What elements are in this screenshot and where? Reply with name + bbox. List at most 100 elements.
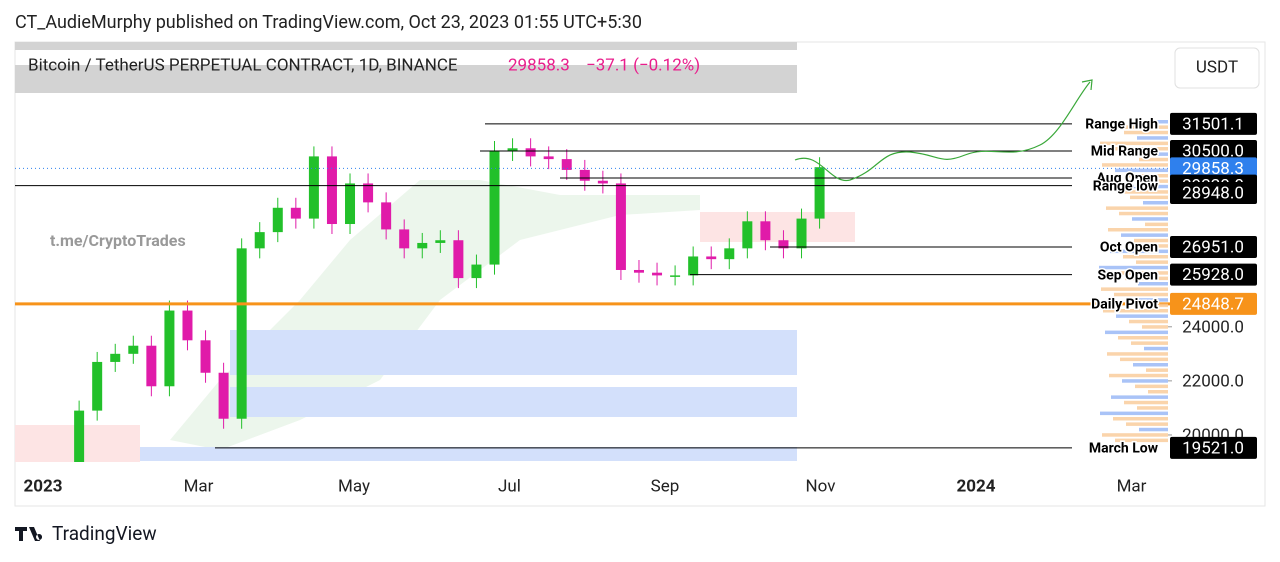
cloud <box>170 180 700 450</box>
volume-profile <box>1129 319 1168 324</box>
candle <box>724 248 735 260</box>
volume-profile <box>1111 395 1168 399</box>
level-label: Range low <box>1093 178 1159 194</box>
logo <box>15 527 43 541</box>
volume-profile <box>1114 292 1168 297</box>
volume-profile <box>1102 163 1168 167</box>
time-axis: 2023 Mar May Jul Sep Nov 2024 Mar <box>23 476 1146 496</box>
volume-profile <box>1103 309 1168 313</box>
candle <box>399 229 410 249</box>
candle <box>92 361 103 411</box>
price-badge <box>1170 139 1257 162</box>
volume-profile <box>1139 427 1168 432</box>
currency[interactable]: USDT <box>1196 57 1238 77</box>
candle <box>236 248 247 419</box>
level-label: Range High <box>1085 117 1158 133</box>
volume-profile <box>1126 152 1168 156</box>
price-axis: 31501.130500.029858.329220.028948.026951… <box>1099 112 1257 459</box>
volume-profile <box>1104 184 1168 189</box>
candle <box>652 272 663 276</box>
brand: TradingView <box>52 522 157 545</box>
candle <box>308 156 319 219</box>
time-label: Mar <box>1117 476 1147 496</box>
candle <box>146 345 157 387</box>
volume-profile <box>1146 368 1168 372</box>
price-badge <box>1170 235 1257 258</box>
candle <box>760 221 771 241</box>
time-label: 2023 <box>23 476 62 496</box>
volume-profile <box>1128 174 1168 178</box>
volume-profile <box>1137 136 1168 140</box>
candle <box>796 218 807 249</box>
candle <box>200 340 211 373</box>
candle <box>272 207 283 233</box>
symbol-price: 29858.3 <box>508 55 570 75</box>
volume-profile <box>1123 255 1168 259</box>
volume-profile <box>1137 406 1168 410</box>
candle <box>381 202 392 230</box>
level-label: Mid Range <box>1091 144 1159 160</box>
currency-button[interactable] <box>1174 47 1260 89</box>
candle <box>363 183 374 203</box>
volume-profile <box>1124 400 1168 405</box>
volume-profile <box>1145 222 1168 227</box>
candle <box>218 372 229 419</box>
header-band <box>15 65 797 93</box>
candle <box>110 353 121 362</box>
price-badge <box>1170 436 1257 459</box>
volume-profile <box>1111 125 1168 129</box>
candle <box>164 310 175 387</box>
candle <box>814 167 825 219</box>
price-label: 24000.0 <box>1182 317 1244 337</box>
volume-profile <box>1106 206 1168 210</box>
volume-profile <box>1105 330 1168 335</box>
candle <box>670 275 681 277</box>
level-label: March Low <box>1089 441 1159 457</box>
price-label: 25928.0 <box>1182 265 1244 285</box>
volume-profile <box>1115 438 1168 443</box>
candle <box>290 207 301 219</box>
demand-zone <box>230 330 797 375</box>
volume-profile <box>1120 357 1168 362</box>
time-label: May <box>338 476 370 496</box>
candle <box>417 242 428 249</box>
volume-profile <box>1135 384 1168 389</box>
volume-profile <box>1144 346 1168 351</box>
volume-profile <box>1124 130 1168 135</box>
plot <box>15 42 1170 515</box>
volume-profile <box>1102 433 1168 437</box>
candle <box>471 264 482 279</box>
volume-profile <box>1126 422 1168 426</box>
candle <box>182 310 193 341</box>
candle <box>326 156 337 225</box>
candle <box>56 513 66 515</box>
volume-profile <box>1131 341 1168 345</box>
volume-profile <box>1110 249 1168 254</box>
price-label: 22000.0 <box>1182 371 1244 391</box>
volume-profile <box>1100 411 1168 416</box>
volume-profile <box>1141 179 1168 183</box>
time-label: Jul <box>498 476 521 496</box>
candle <box>489 150 500 265</box>
price-label: 30500.0 <box>1182 141 1244 161</box>
candle <box>597 180 608 184</box>
level-label: Daily Pivot <box>1091 297 1158 313</box>
volume-profile <box>1099 265 1168 270</box>
level-label: Aug Open <box>1096 171 1158 187</box>
price-label: 29858.3 <box>1182 159 1244 179</box>
volume-profile <box>1136 260 1168 264</box>
volume-profile <box>1117 190 1168 194</box>
volume-profile <box>1115 168 1168 173</box>
volume-profile <box>1138 282 1168 286</box>
volume-profile <box>1119 211 1168 216</box>
header-band <box>15 42 797 50</box>
price-badge <box>1170 181 1257 204</box>
time-label: Nov <box>806 476 836 496</box>
candles <box>56 138 825 515</box>
price-label: 28948.0 <box>1182 183 1244 203</box>
volume-profile <box>1147 244 1168 248</box>
volume-profile <box>1130 195 1168 200</box>
demand-zone <box>230 387 797 417</box>
